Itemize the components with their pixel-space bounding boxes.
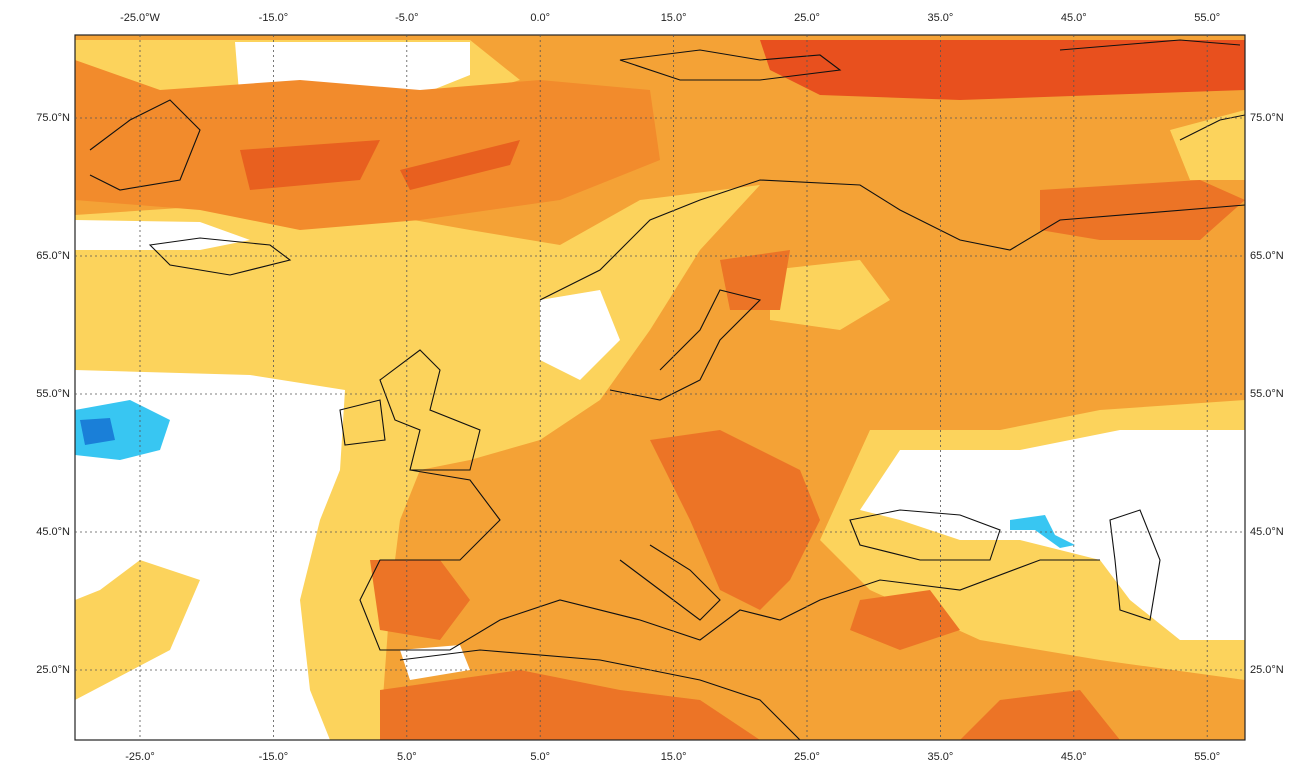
top-label: 55.0° [1194,12,1220,24]
anomaly-field [75,35,1245,740]
bottom-label: 15.0° [661,751,687,763]
left-label: 25.0°N [36,664,70,676]
bottom-label: 35.0° [927,751,953,763]
top-label: 0.0° [530,12,550,24]
right-label: 65.0°N [1250,250,1284,262]
left-label: 55.0°N [36,388,70,400]
right-label: 75.0°N [1250,112,1284,124]
bottom-label: 55.0° [1194,751,1220,763]
top-label: -15.0° [259,12,288,24]
left-label: 45.0°N [36,526,70,538]
bottom-label: 45.0° [1061,751,1087,763]
right-label: 25.0°N [1250,664,1284,676]
top-label: 15.0° [661,12,687,24]
top-label: 45.0° [1061,12,1087,24]
bottom-label: -25.0° [125,751,154,763]
top-label: -5.0° [395,12,418,24]
right-label: 55.0°N [1250,388,1284,400]
left-label: 65.0°N [36,250,70,262]
map-frame [74,34,1246,741]
left-label: 75.0°N [36,112,70,124]
right-label: 45.0°N [1250,526,1284,538]
top-label: 25.0° [794,12,820,24]
bottom-label: -15.0° [259,751,288,763]
top-label: -25.0°W [120,12,160,24]
bottom-label: 5.0° [397,751,417,763]
bottom-label: 25.0° [794,751,820,763]
top-label: 35.0° [927,12,953,24]
bottom-label: 5.0° [530,751,550,763]
